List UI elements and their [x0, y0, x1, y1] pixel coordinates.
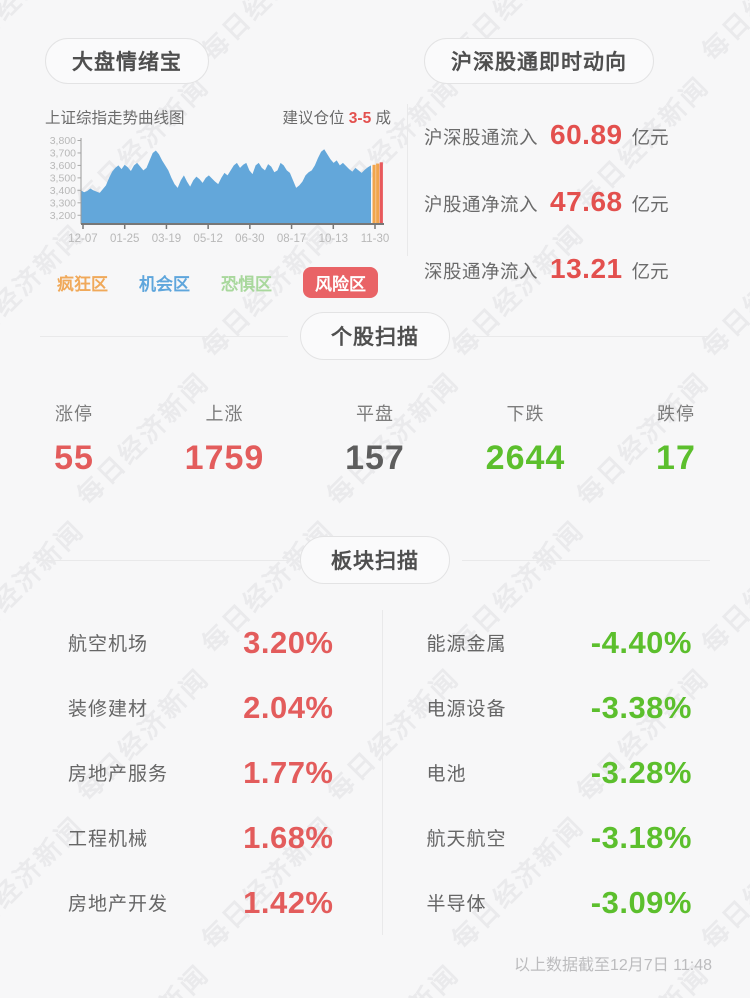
- flow-value: 13.21: [550, 253, 623, 284]
- svg-text:3,600: 3,600: [50, 160, 76, 172]
- sector-losers-column: 能源金属 -4.40% 电源设备 -3.38% 电池 -3.28% 航天航空 -…: [381, 610, 750, 935]
- flow-value: 47.68: [550, 186, 623, 217]
- svg-text:01-25: 01-25: [110, 233, 139, 245]
- sector-row: 航天航空 -3.18%: [426, 819, 692, 855]
- stat-limit-up: 涨停 55: [54, 404, 94, 477]
- stat-advancers: 上涨 1759: [184, 404, 265, 477]
- sector-row: 电源设备 -3.38%: [426, 689, 692, 725]
- sector-row: 能源金属 -4.40%: [426, 624, 692, 660]
- svg-text:06-30: 06-30: [235, 233, 264, 245]
- flow-label: 沪深股通流入: [424, 127, 539, 148]
- connect-badge: 沪深股通即时动向: [424, 38, 654, 84]
- connect-rows: 沪深股通流入 60.89 亿元 沪股通净流入 47.68 亿元 深股通净流入 1…: [424, 119, 710, 285]
- sector-row: 半导体 -3.09%: [426, 884, 692, 920]
- suggested-position-value: 3-5: [348, 110, 372, 127]
- svg-text:3,800: 3,800: [50, 135, 76, 147]
- legend-item-fear: 恐惧区: [221, 275, 272, 294]
- stat-limit-down: 跌停 17: [656, 404, 696, 477]
- flow-unit: 亿元: [631, 261, 669, 282]
- svg-text:3,300: 3,300: [50, 197, 76, 209]
- stock-connect-panel: 沪深股通即时动向 沪深股通流入 60.89 亿元 沪股通净流入 47.68 亿元…: [408, 38, 710, 284]
- sector-row: 房地产服务 1.77%: [68, 754, 334, 790]
- chart-legend: 疯狂区 机会区 恐惧区 风险区: [57, 267, 407, 298]
- chart-header: 上证综指走势曲线图 建议仓位 3-5 成: [45, 106, 391, 128]
- stock-scan-stats: 涨停 55 上涨 1759 平盘 157 下跌 2644 跌停 17: [0, 400, 750, 478]
- divider-line: [462, 559, 710, 561]
- vertical-divider: [407, 104, 408, 256]
- stocks-section-header: 个股扫描: [0, 312, 750, 360]
- svg-text:12-07: 12-07: [68, 233, 97, 245]
- chart-title: 上证综指走势曲线图: [45, 110, 185, 127]
- svg-text:3,400: 3,400: [50, 185, 76, 197]
- stat-unchanged: 平盘 157: [345, 404, 405, 477]
- sector-scan: 航空机场 3.20% 装修建材 2.04% 房地产服务 1.77% 工程机械 1…: [0, 610, 750, 935]
- svg-text:3,700: 3,700: [50, 147, 76, 159]
- sector-row: 电池 -3.28%: [426, 754, 692, 790]
- legend-item-chance: 机会区: [139, 275, 190, 294]
- flow-label: 深股通净流入: [424, 261, 539, 282]
- divider-line: [462, 335, 710, 337]
- flow-label: 沪股通净流入: [424, 194, 539, 215]
- svg-text:08-17: 08-17: [277, 233, 306, 245]
- suggested-position: 建议仓位 3-5 成: [282, 110, 391, 127]
- svg-text:3,500: 3,500: [50, 172, 76, 184]
- flow-unit: 亿元: [631, 127, 669, 148]
- svg-text:10-13: 10-13: [319, 233, 348, 245]
- connect-row: 深股通净流入 13.21 亿元: [424, 253, 710, 285]
- top-section: 大盘情绪宝 上证综指走势曲线图 建议仓位 3-5 成 3,800 3,700 3,6…: [0, 0, 750, 298]
- stocks-badge: 个股扫描: [300, 312, 450, 360]
- sectors-badge: 板块扫描: [300, 536, 450, 584]
- stat-decliners: 下跌 2644: [485, 404, 566, 477]
- connect-row: 沪股通净流入 47.68 亿元: [424, 186, 710, 218]
- sectors-section-header: 板块扫描: [0, 536, 750, 584]
- sector-row: 房地产开发 1.42%: [68, 884, 334, 920]
- legend-item-crazy: 疯狂区: [57, 275, 108, 294]
- divider-line: [40, 335, 288, 337]
- divider-line: [40, 559, 288, 561]
- svg-text:05-12: 05-12: [193, 233, 222, 245]
- flow-unit: 亿元: [631, 194, 669, 215]
- connect-row: 沪深股通流入 60.89 亿元: [424, 119, 710, 151]
- flow-value: 60.89: [550, 119, 623, 150]
- sentiment-badge: 大盘情绪宝: [45, 38, 209, 84]
- market-sentiment-panel: 大盘情绪宝 上证综指走势曲线图 建议仓位 3-5 成 3,800 3,700 3,6…: [45, 38, 407, 298]
- svg-text:3,200: 3,200: [50, 210, 76, 222]
- sector-row: 工程机械 1.68%: [68, 819, 334, 855]
- sector-row: 航空机场 3.20%: [68, 624, 334, 660]
- sector-gainers-column: 航空机场 3.20% 装修建材 2.04% 房地产服务 1.77% 工程机械 1…: [0, 610, 382, 935]
- svg-text:03-19: 03-19: [152, 233, 181, 245]
- sector-row: 装修建材 2.04%: [68, 689, 334, 725]
- svg-text:11-30: 11-30: [361, 233, 390, 245]
- index-trend-chart: 3,800 3,700 3,600 3,500 3,400 3,300 3,200 12-07…: [45, 132, 407, 259]
- legend-item-risk: 风险区: [303, 267, 378, 298]
- data-cutoff-note: 以上数据截至12月7日 11:48: [514, 957, 712, 974]
